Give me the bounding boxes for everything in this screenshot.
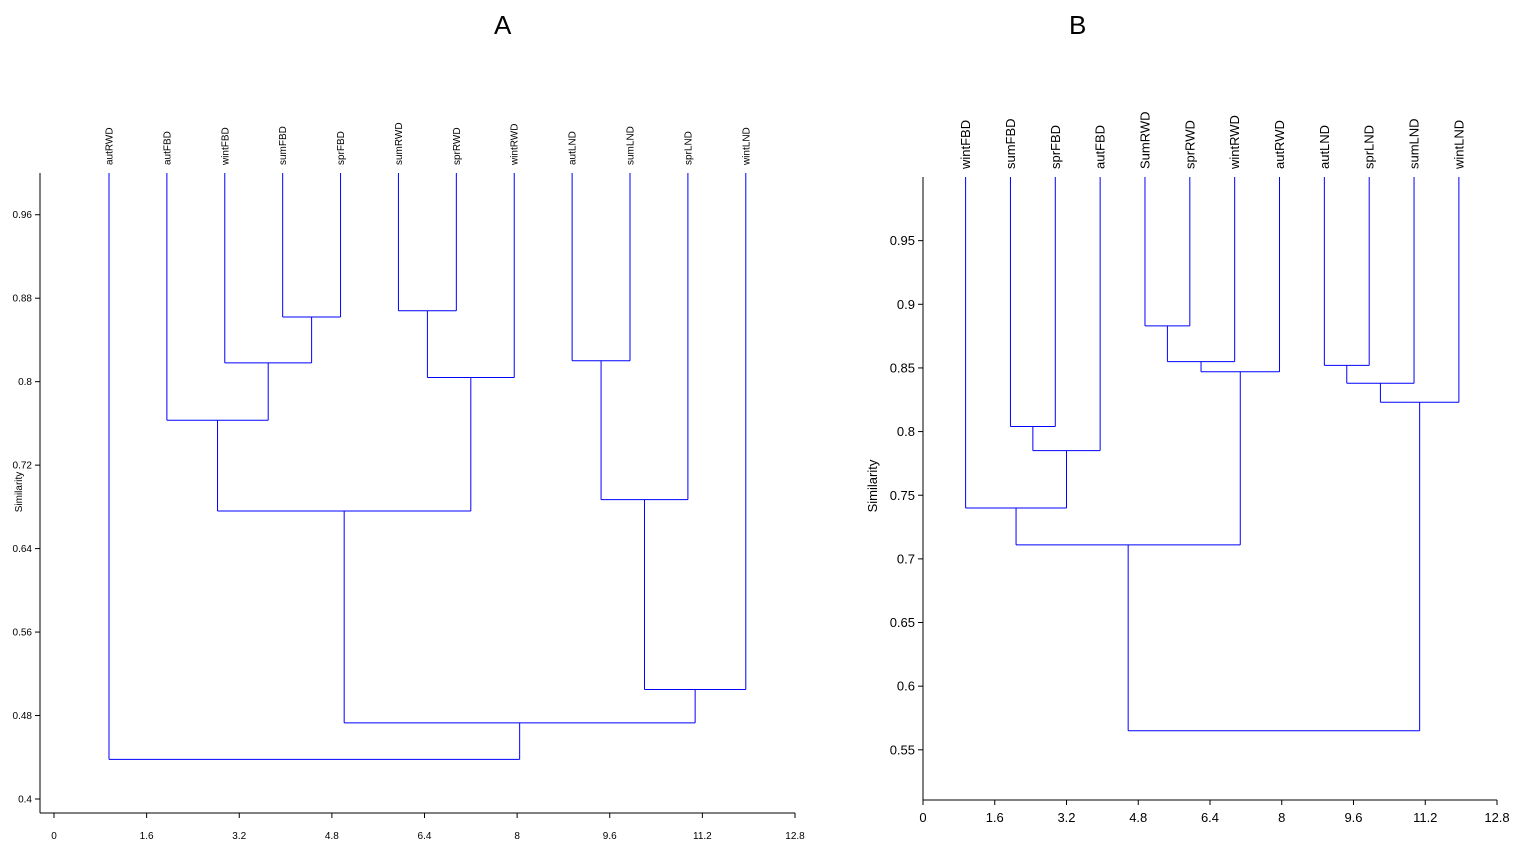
x-tick-label: 6.4 xyxy=(418,831,432,842)
x-tick-label: 0 xyxy=(51,831,57,842)
x-tick-label: 0 xyxy=(919,810,926,825)
x-tick-label: 11.2 xyxy=(693,831,712,842)
x-tick-label: 3.2 xyxy=(232,831,246,842)
y-tick-label: 0.85 xyxy=(890,360,915,375)
y-tick-label: 0.64 xyxy=(13,544,33,555)
leaf-label: sumFBD xyxy=(278,126,289,165)
leaf-label: sprLND xyxy=(683,131,694,165)
leaf-label: wintLND xyxy=(1451,120,1466,170)
chart-b-title: B xyxy=(1069,10,1087,40)
leaf-label: sumRWD xyxy=(394,122,405,165)
leaf-label: wintFBD xyxy=(220,127,231,166)
x-tick-label: 12.8 xyxy=(785,831,805,842)
x-tick-label: 3.2 xyxy=(1057,810,1075,825)
leaf-label: autLND xyxy=(568,131,579,165)
y-tick-label: 0.72 xyxy=(13,461,33,472)
x-tick-label: 11.2 xyxy=(1413,810,1437,825)
y-tick-label: 0.96 xyxy=(13,210,33,221)
y-axis-title: Similarity xyxy=(865,459,880,512)
leaf-label: autFBD xyxy=(1093,125,1108,169)
x-tick-label: 1.6 xyxy=(140,831,154,842)
x-tick-label: 8 xyxy=(514,831,520,842)
leaf-label: autRWD xyxy=(104,127,115,165)
x-tick-label: 4.8 xyxy=(1129,810,1147,825)
y-tick-label: 0.8 xyxy=(18,377,32,388)
y-tick-label: 0.48 xyxy=(13,711,33,722)
leaf-label: autRWD xyxy=(1272,120,1287,169)
leaf-label: sprRWD xyxy=(452,127,463,165)
y-tick-label: 0.8 xyxy=(897,424,915,439)
x-tick-label: 4.8 xyxy=(325,831,339,842)
y-tick-label: 0.7 xyxy=(897,551,915,566)
x-tick-label: 9.6 xyxy=(603,831,617,842)
x-tick-label: 8 xyxy=(1278,810,1285,825)
leaf-label: wintFBD xyxy=(958,120,973,170)
x-tick-label: 12.8 xyxy=(1484,810,1509,825)
leaf-label: sumLND xyxy=(1407,118,1422,169)
leaf-label: SumRWD xyxy=(1138,111,1153,169)
leaf-label: sprRWD xyxy=(1182,120,1197,169)
leaf-label: wintRWD xyxy=(1227,115,1242,170)
leaf-label: wintRWD xyxy=(510,124,521,166)
y-axis-title: Similarity xyxy=(14,472,25,513)
y-tick-label: 0.75 xyxy=(890,488,915,503)
x-tick-label: 9.6 xyxy=(1344,810,1362,825)
leaf-label: wintLND xyxy=(741,127,752,166)
leaf-label: sprFBD xyxy=(1048,125,1063,169)
y-tick-label: 0.9 xyxy=(897,297,915,312)
leaf-label: autFBD xyxy=(162,131,173,165)
x-tick-label: 1.6 xyxy=(986,810,1004,825)
y-tick-label: 0.4 xyxy=(18,795,32,806)
leaf-label: sprLND xyxy=(1362,125,1377,169)
y-tick-label: 0.55 xyxy=(890,742,915,757)
leaf-label: sprFBD xyxy=(336,131,347,165)
y-tick-label: 0.95 xyxy=(890,233,915,248)
y-tick-label: 0.65 xyxy=(890,615,915,630)
y-tick-label: 0.6 xyxy=(897,679,915,694)
leaf-label: autLND xyxy=(1317,125,1332,169)
y-tick-label: 0.56 xyxy=(13,628,33,639)
chart-a-title: A xyxy=(494,10,512,40)
leaf-label: sumFBD xyxy=(1003,118,1018,169)
leaf-label: sumLND xyxy=(626,126,637,165)
x-tick-label: 6.4 xyxy=(1201,810,1219,825)
y-tick-label: 0.88 xyxy=(13,294,33,305)
